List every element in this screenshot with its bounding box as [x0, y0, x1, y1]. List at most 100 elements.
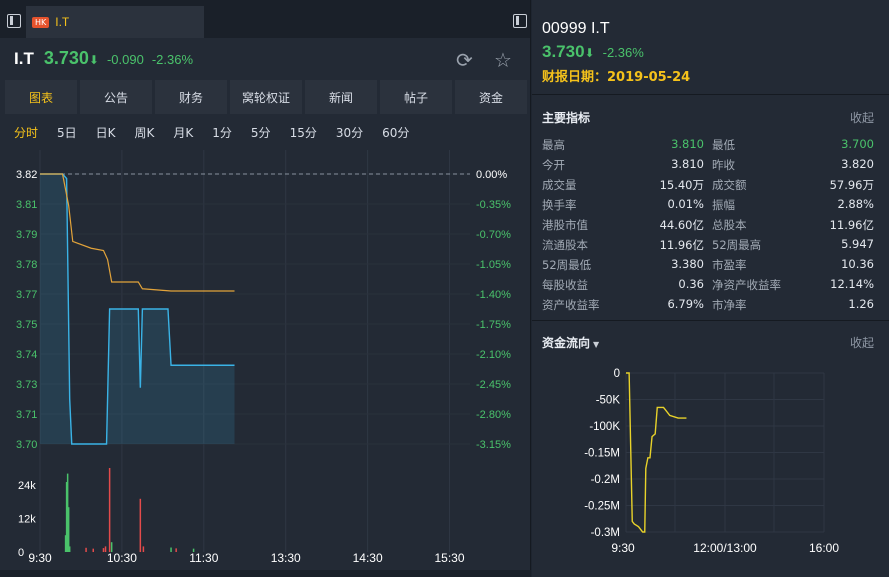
indicator-row: 资产收益率 6.79% [542, 297, 704, 313]
indicators-title: 主要指标 [542, 111, 591, 125]
detail-last-price: 3.730 [542, 42, 585, 61]
x-tick-label: 16:00 [809, 541, 839, 555]
indicator-value: 0.36 [678, 277, 704, 291]
indicator-label: 港股市值 [542, 218, 588, 232]
indicator-value: 11.96亿 [829, 218, 874, 232]
y-tick-label: 0 [614, 368, 620, 380]
indicator-value: 3.700 [841, 137, 874, 151]
y-tick-pct-label: -2.10% [476, 349, 511, 361]
indicator-value: 15.40万 [659, 178, 704, 192]
indicator-value: 0.01% [667, 197, 704, 211]
indicator-value: 12.14% [830, 277, 874, 291]
indicator-label: 今开 [542, 158, 565, 172]
menu-news[interactable]: 新闻 [305, 80, 377, 114]
y-tick-pct-label: -0.35% [476, 199, 511, 211]
price-change-pct: -2.36% [151, 52, 194, 67]
detail-panel [532, 0, 889, 577]
capital-flow-collapse-button[interactable]: 收起 [849, 336, 874, 350]
y-tick-pct-label: -0.70% [476, 229, 511, 241]
menu-posts[interactable]: 帖子 [380, 80, 452, 114]
star-icon[interactable]: ☆ [494, 48, 512, 72]
y-tick-label: 3.78 [16, 259, 37, 271]
indicator-label: 资产收益率 [542, 298, 600, 312]
capital-flow-chart: 0 -50K -100K -0.15M -0.2M -0.25M -0.3M 9:30 12:0… [584, 368, 839, 555]
stock-tab[interactable]: HK I.T [26, 6, 204, 38]
capital-flow-title[interactable]: 资金流向 ▼ [542, 334, 599, 351]
y-tick-label: 3.79 [16, 229, 37, 241]
x-tick-label: 9:30 [28, 551, 52, 565]
indicator-row: 52周最高 5.947 [712, 237, 874, 253]
indicator-label: 最高 [542, 138, 565, 152]
x-tick-label: 11:30 [189, 551, 218, 565]
indicator-label: 每股收益 [542, 278, 588, 292]
indicator-label: 成交额 [712, 178, 747, 192]
quote-header: I.T 3.730 ⬇ -0.090 -2.36% [14, 48, 201, 69]
period-15min[interactable]: 15分 [289, 126, 317, 140]
x-tick-label: 14:30 [353, 551, 383, 565]
indicator-row: 今开 3.810 [542, 157, 704, 173]
indicator-value: 5.947 [841, 237, 874, 251]
period-60min[interactable]: 60分 [382, 126, 410, 140]
indicator-value: 3.820 [841, 157, 874, 171]
period-30min[interactable]: 30分 [335, 126, 364, 140]
x-tick-label: 10:30 [107, 551, 137, 565]
indicators-collapse-button[interactable]: 收起 [849, 111, 874, 125]
indicator-label: 振幅 [712, 198, 735, 212]
tab-label: I.T [55, 15, 70, 29]
indicator-row: 最高 3.810 [542, 137, 704, 153]
caret-down-icon: ▼ [593, 340, 600, 349]
y-tick-label: 3.73 [16, 379, 37, 391]
down-arrow-icon: ⬇ [88, 53, 99, 67]
stock-symbol: I.T [14, 49, 34, 68]
market-badge: HK [32, 16, 50, 28]
indicator-row: 净资产收益率 12.14% [712, 277, 874, 293]
y-tick-label: -0.25M [584, 501, 620, 513]
indicator-row: 每股收益 0.36 [542, 277, 704, 293]
period-1min[interactable]: 1分 [212, 126, 232, 140]
y-tick-label: -0.3M [591, 527, 620, 539]
divider [532, 320, 889, 321]
period-weekly[interactable]: 周K [134, 126, 155, 140]
y-tick-label: 3.82 [16, 169, 37, 181]
y-tick-label: -0.2M [591, 474, 620, 486]
report-date-value: 2019-05-24 [607, 70, 691, 85]
indicator-row: 总股本 11.96亿 [712, 217, 874, 233]
period-daily[interactable]: 日K [95, 126, 116, 140]
intraday-chart[interactable]: 3.82 0.00% 3.81 -0.35% 3.79 -0.70% 3.78 -1.05% 3… [0, 150, 531, 577]
period-5day[interactable]: 5日 [57, 126, 77, 140]
volume-tick-label: 0 [18, 547, 24, 559]
period-intraday[interactable]: 分时 [14, 126, 39, 140]
average-price-line [40, 173, 235, 292]
section-menu: 图表 公告 财务 窝轮权证 新闻 帖子 资金 [5, 80, 527, 114]
sidebar-toggle-icon[interactable] [7, 14, 21, 28]
bottom-scroll-bar[interactable] [0, 570, 531, 577]
indicator-label: 市净率 [712, 298, 747, 312]
volume-tick-label: 24k [18, 480, 36, 492]
last-price: 3.730 [43, 48, 89, 68]
refresh-icon[interactable]: ⟳ [456, 48, 473, 72]
indicator-value: 11.96亿 [659, 238, 704, 252]
indicator-label: 52周最低 [542, 258, 592, 272]
menu-financials[interactable]: 财务 [155, 80, 227, 114]
indicator-row: 市净率 1.26 [712, 297, 874, 313]
indicator-row: 成交额 57.96万 [712, 177, 874, 193]
menu-announcements[interactable]: 公告 [80, 80, 152, 114]
detail-panel-toggle-icon[interactable] [513, 14, 527, 28]
indicator-label: 总股本 [712, 218, 747, 232]
menu-warrants[interactable]: 窝轮权证 [230, 80, 302, 114]
volume-tick-label: 12k [18, 513, 36, 525]
period-monthly[interactable]: 月K [173, 126, 194, 140]
y-tick-pct-label: 0.00% [476, 169, 507, 181]
divider [532, 94, 889, 95]
indicator-row: 换手率 0.01% [542, 197, 704, 213]
menu-chart[interactable]: 图表 [5, 80, 77, 114]
indicator-value: 3.810 [671, 137, 704, 151]
indicator-value: 6.79% [667, 297, 704, 311]
indicator-row: 港股市值 44.60亿 [542, 217, 704, 233]
menu-capital[interactable]: 资金 [455, 80, 527, 114]
capital-flow-label: 资金流向 [542, 336, 591, 350]
period-5min[interactable]: 5分 [250, 126, 271, 140]
y-tick-label: 3.70 [16, 439, 37, 451]
y-tick-label: 3.81 [16, 199, 37, 211]
indicator-label: 换手率 [542, 198, 577, 212]
